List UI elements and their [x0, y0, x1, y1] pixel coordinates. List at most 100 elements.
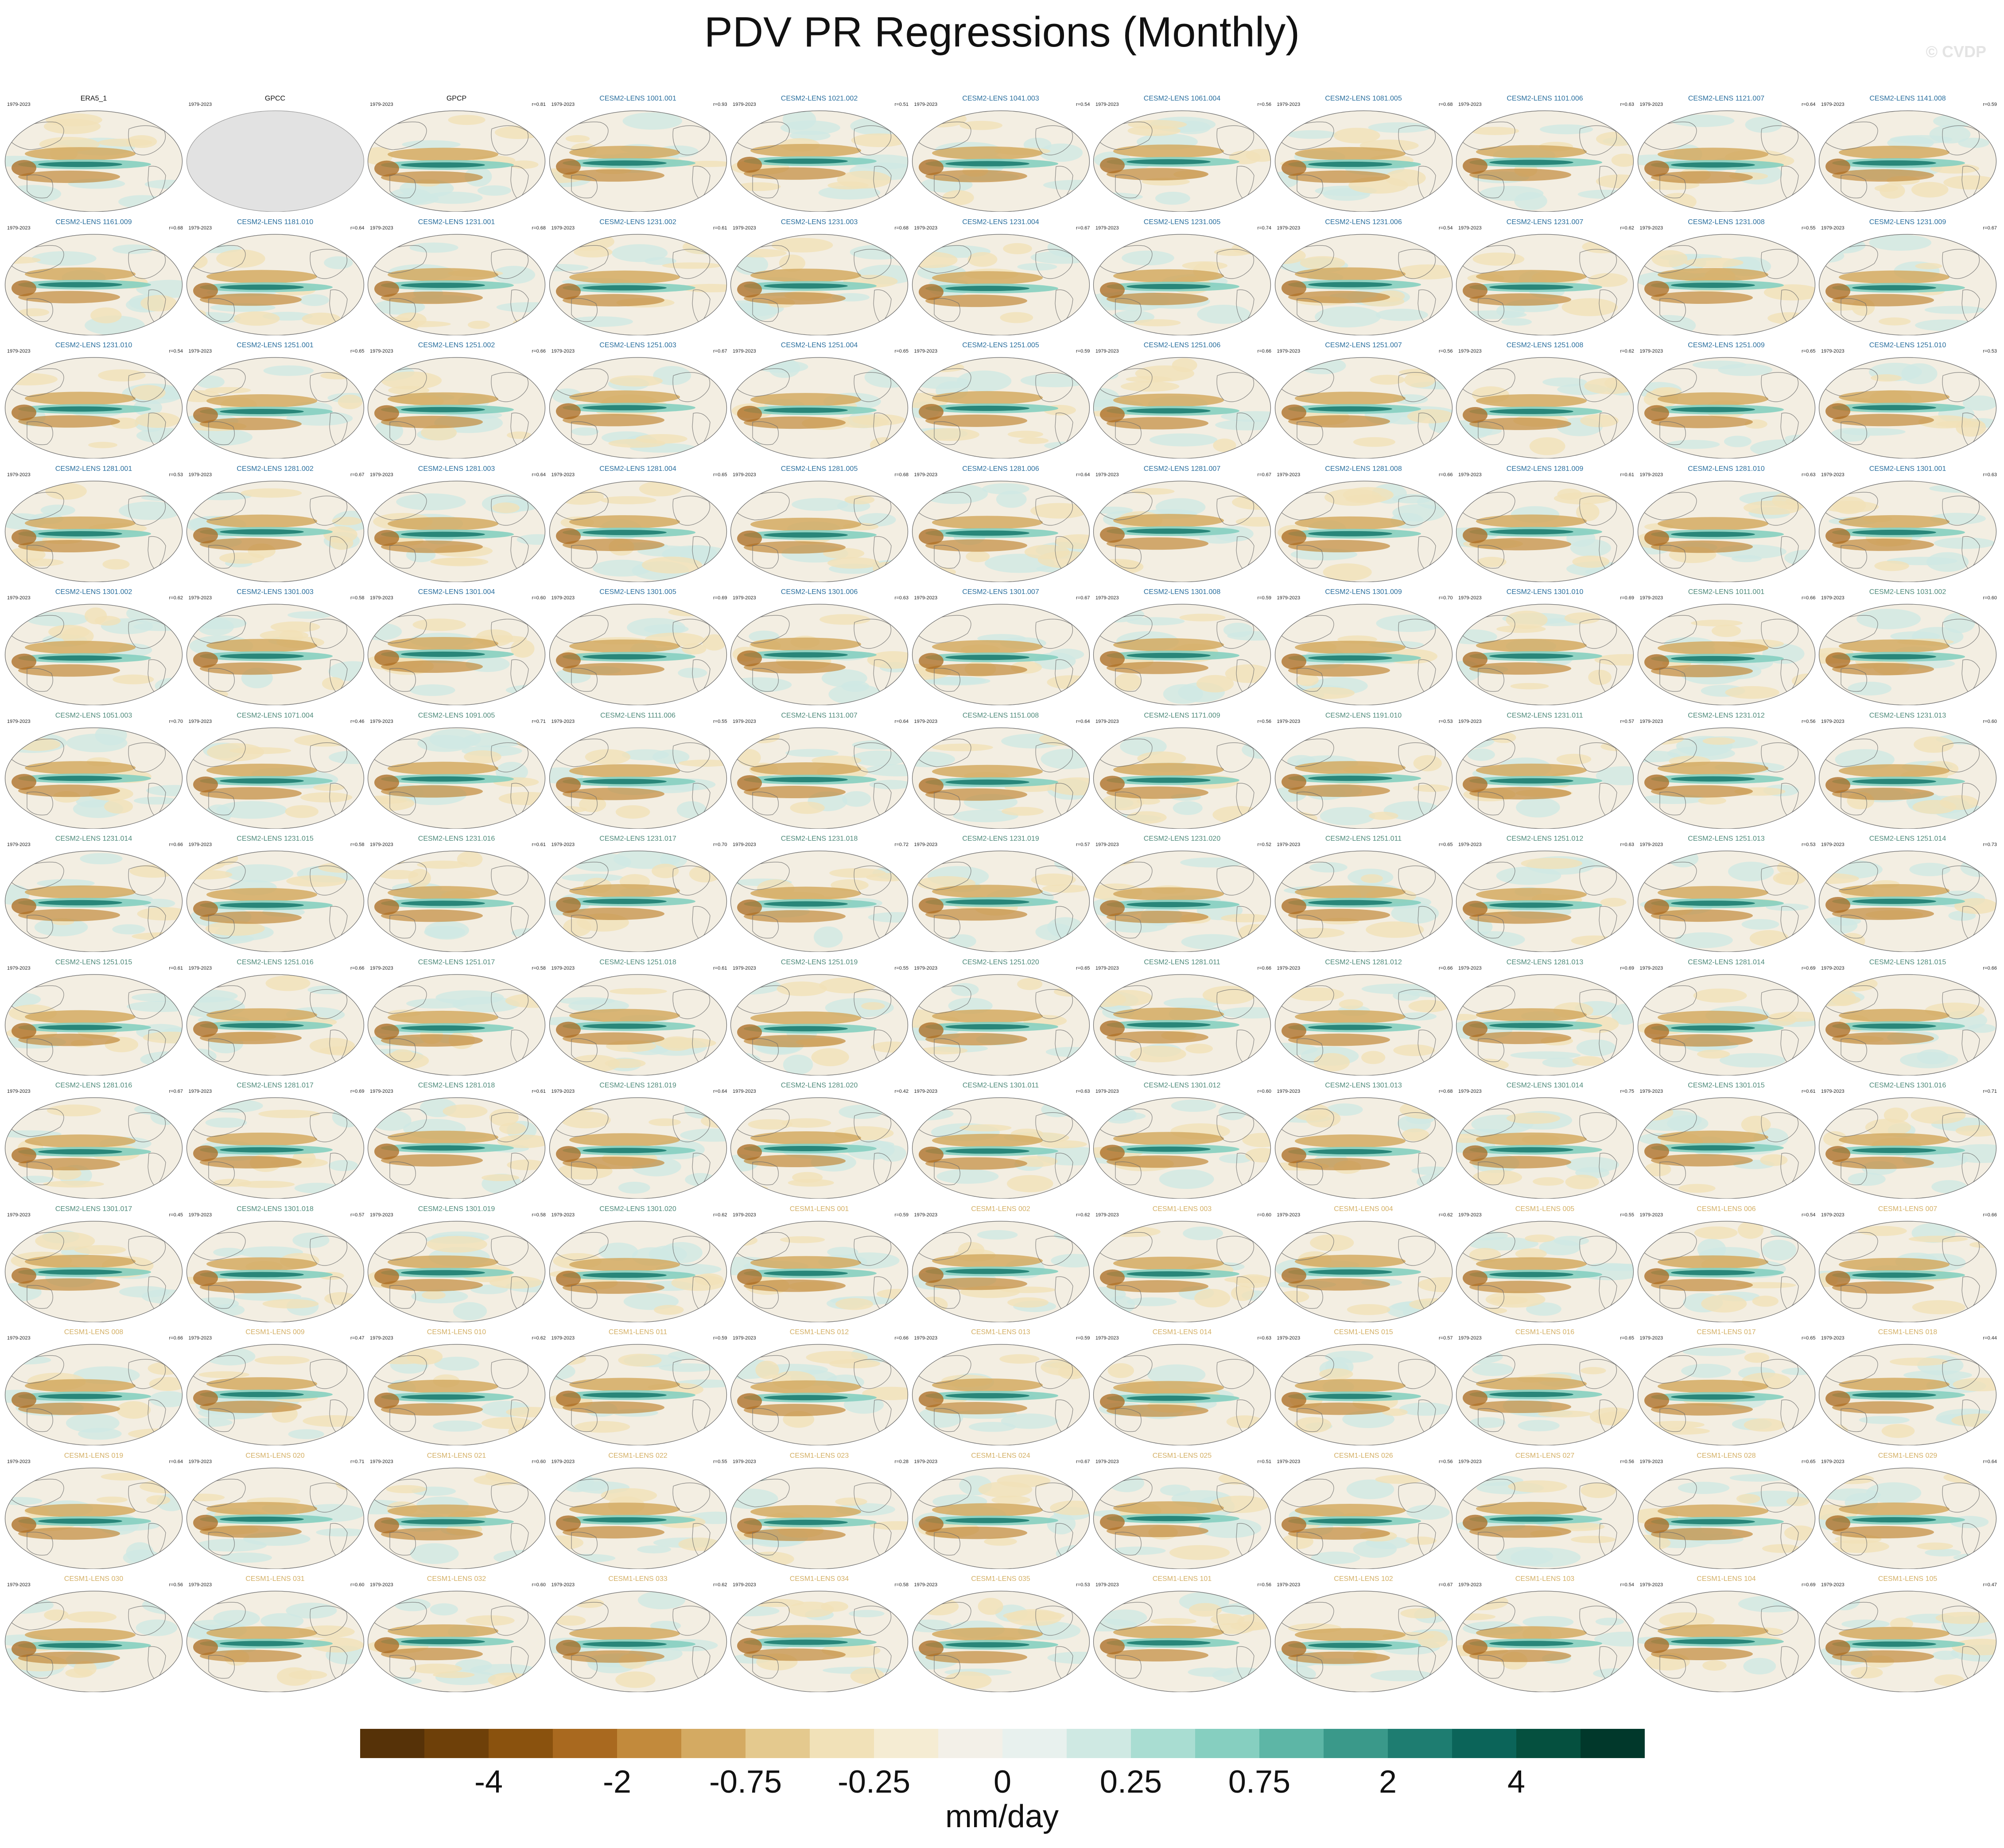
panel-title: CESM2-LENS 1231.009 — [1869, 218, 1946, 226]
panel-title: CESM1-LENS 103 — [1515, 1575, 1575, 1583]
panel-title: CESM2-LENS 1281.004 — [599, 465, 676, 473]
panel-period: 1979-2023 — [1639, 1212, 1663, 1218]
panel-correlation: r=0.67 — [713, 349, 727, 354]
panel-title: CESM2-LENS 1281.010 — [1688, 465, 1765, 473]
panel-period: 1979-2023 — [1458, 1459, 1482, 1464]
map-globe — [1818, 1467, 1997, 1569]
map-panel: 1979-2023 CESM2-LENS 1251.009 r=0.65 — [1635, 339, 1818, 458]
panel-period: 1979-2023 — [914, 1336, 938, 1341]
map-globe — [1637, 974, 1815, 1075]
panel-title: CESM1-LENS 007 — [1878, 1205, 1938, 1213]
panel-title: CESM2-LENS 1301.010 — [1506, 588, 1584, 596]
panel-correlation: r=0.69 — [713, 595, 727, 601]
panel-correlation: r=0.66 — [1983, 1212, 1997, 1218]
panel-title: CESM2-LENS 1281.014 — [1688, 958, 1765, 966]
map-panel: 1979-2023 CESM2-LENS 1021.002 r=0.51 — [728, 92, 910, 212]
panel-period: 1979-2023 — [370, 102, 393, 107]
panel-title: CESM2-LENS 1301.012 — [1143, 1082, 1221, 1089]
colorbar — [360, 1729, 1645, 1758]
panel-correlation: r=0.74 — [1257, 225, 1272, 231]
panel-correlation: r=0.62 — [1076, 1212, 1090, 1218]
panel-correlation: r=0.67 — [1439, 1582, 1453, 1588]
colorbar-swatch — [746, 1729, 810, 1758]
panel-period: 1979-2023 — [733, 718, 756, 724]
panel-period: 1979-2023 — [1639, 965, 1663, 971]
colorbar-tick-label: 0.25 — [1099, 1764, 1162, 1800]
map-globe — [1456, 233, 1634, 335]
map-globe — [1274, 110, 1453, 212]
chart-title: PDV PR Regressions (Monthly) — [704, 8, 1300, 56]
map-globe — [549, 233, 727, 335]
map-panel: 1979-2023 CESM2-LENS 1301.012 r=0.60 — [1091, 1079, 1273, 1199]
colorbar-tick-label: -2 — [602, 1764, 632, 1800]
map-panel: 1979-2023 CESM2-LENS 1251.005 r=0.59 — [910, 339, 1092, 458]
map-panel: 1979-2023 CESM1-LENS 001 r=0.59 — [728, 1203, 910, 1322]
colorbar-tick-label: -0.75 — [709, 1764, 782, 1800]
panel-period: 1979-2023 — [1639, 595, 1663, 601]
panel-period: 1979-2023 — [7, 1582, 31, 1588]
panel-period: 1979-2023 — [1095, 1582, 1119, 1588]
panel-title: CESM2-LENS 1231.013 — [1869, 711, 1946, 719]
panel-correlation: r=0.42 — [894, 1089, 909, 1094]
panel-title: CESM2-LENS 1251.006 — [1143, 342, 1221, 349]
panel-title: CESM1-LENS 101 — [1152, 1575, 1212, 1583]
map-globe — [730, 850, 909, 952]
panel-correlation: r=0.67 — [1257, 472, 1272, 478]
map-globe — [186, 1467, 364, 1569]
panel-period: 1979-2023 — [1277, 718, 1301, 724]
panel-correlation: r=0.65 — [1802, 1336, 1816, 1341]
panel-period: 1979-2023 — [1095, 102, 1119, 107]
colorbar-tick-label: -4 — [474, 1764, 503, 1800]
colorbar-swatch — [1195, 1729, 1259, 1758]
panel-title: CESM2-LENS 1281.001 — [55, 465, 132, 473]
panel-title: GPCP — [446, 95, 467, 102]
map-panel: 1979-2023 CESM2-LENS 1251.017 r=0.58 — [365, 956, 548, 1075]
map-globe — [1818, 480, 1997, 582]
map-globe — [912, 480, 1090, 582]
map-globe — [912, 727, 1090, 829]
map-panel: 1979-2023 CESM1-LENS 002 r=0.62 — [910, 1203, 1092, 1322]
map-globe — [4, 1467, 183, 1569]
panel-correlation: r=0.63 — [1076, 1089, 1090, 1094]
panel-title: CESM2-LENS 1251.009 — [1688, 342, 1765, 349]
panel-title: CESM1-LENS 010 — [427, 1328, 486, 1336]
map-globe — [912, 974, 1090, 1075]
map-globe — [4, 357, 183, 458]
panel-period: 1979-2023 — [1821, 472, 1845, 478]
map-globe — [1456, 1220, 1634, 1322]
panel-period: 1979-2023 — [7, 718, 31, 724]
map-globe — [730, 233, 909, 335]
panel-correlation: r=0.63 — [1620, 102, 1635, 107]
panel-title: CESM2-LENS 1281.009 — [1506, 465, 1584, 473]
panel-title: CESM2-LENS 1131.007 — [781, 711, 858, 719]
map-panel: 1979-2023 CESM1-LENS 104 r=0.69 — [1635, 1572, 1818, 1692]
map-panel: 1979-2023 CESM2-LENS 1281.007 r=0.67 — [1091, 462, 1273, 582]
panel-correlation: r=0.60 — [532, 1582, 546, 1588]
panel-title: CESM2-LENS 1251.017 — [418, 958, 495, 966]
panel-period: 1979-2023 — [551, 1212, 575, 1218]
map-globe — [1456, 1097, 1634, 1199]
panel-period: 1979-2023 — [1095, 349, 1119, 354]
panel-period: 1979-2023 — [914, 1089, 938, 1094]
panel-correlation: r=0.64 — [1802, 102, 1816, 107]
colorbar-swatch — [424, 1729, 489, 1758]
panel-title: CESM1-LENS 024 — [971, 1452, 1030, 1460]
panel-correlation: r=0.53 — [169, 472, 183, 478]
map-panel: 1979-2023 CESM1-LENS 010 r=0.62 — [365, 1326, 548, 1445]
map-globe — [1637, 1097, 1815, 1199]
panel-title: CESM1-LENS 009 — [245, 1328, 305, 1336]
panel-title: CESM2-LENS 1281.015 — [1869, 958, 1946, 966]
panel-title: CESM2-LENS 1251.007 — [1325, 342, 1402, 349]
map-panel: 1979-2023 CESM2-LENS 1251.003 r=0.67 — [547, 339, 729, 458]
map-globe — [549, 604, 727, 705]
panel-correlation: r=0.62 — [713, 1582, 727, 1588]
map-globe — [912, 1467, 1090, 1569]
map-panel: 1979-2023 CESM1-LENS 021 r=0.60 — [365, 1449, 548, 1569]
map-panel: 1979-2023 CESM2-LENS 1301.003 r=0.58 — [184, 586, 366, 705]
colorbar-swatch — [360, 1729, 424, 1758]
panel-title: CESM1-LENS 002 — [971, 1205, 1030, 1213]
panel-period: 1979-2023 — [733, 1459, 756, 1464]
panel-correlation: r=0.61 — [169, 965, 183, 971]
map-globe — [1456, 1344, 1634, 1445]
panel-correlation: r=0.69 — [1802, 965, 1816, 971]
